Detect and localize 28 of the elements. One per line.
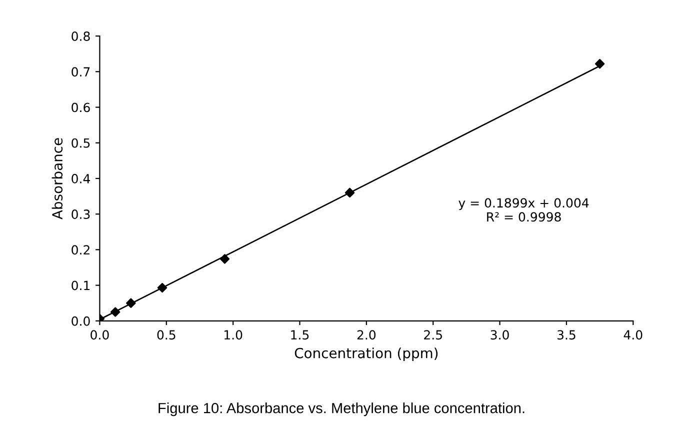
y-tick-label: 0.5	[72, 138, 90, 148]
y-tick-label: 0.1	[72, 280, 90, 290]
y-axis-title: Absorbance	[52, 138, 63, 220]
x-tick-label: 2.5	[424, 330, 442, 340]
annotation: y = 0.1899x + 0.004 R² = 0.9998	[458, 198, 589, 222]
x-tick-label: 1.0	[224, 330, 242, 340]
y-tick-label: 0.0	[72, 316, 90, 326]
y-tick-label: 0.2	[72, 245, 90, 255]
x-tick-label: 3.5	[557, 330, 576, 340]
y-tick-label: 0.4	[72, 174, 90, 184]
point	[220, 254, 230, 264]
x-tick-label: 4.0	[624, 330, 642, 340]
y-tick-label: 0.8	[72, 32, 90, 41]
x-tick-label: 3.0	[490, 330, 509, 340]
point	[126, 298, 136, 308]
point	[157, 282, 168, 293]
point	[110, 307, 120, 317]
point	[594, 58, 605, 69]
x-tick-label: 2.0	[357, 330, 376, 340]
y-tick-label: 0.6	[72, 102, 90, 112]
x-tick-label: 1.5	[291, 330, 309, 340]
x-tick-label: 0.5	[157, 330, 176, 340]
caption: Figure 10: Absorbance vs. Methylene blue concentration.	[158, 402, 524, 416]
point	[344, 188, 355, 198]
y-tick-label: 0.3	[72, 210, 90, 219]
y-tick-label: 0.7	[72, 67, 90, 77]
x-tick-label: 0.0	[90, 330, 109, 340]
x-axis-title: Concentration (ppm)	[294, 348, 438, 362]
